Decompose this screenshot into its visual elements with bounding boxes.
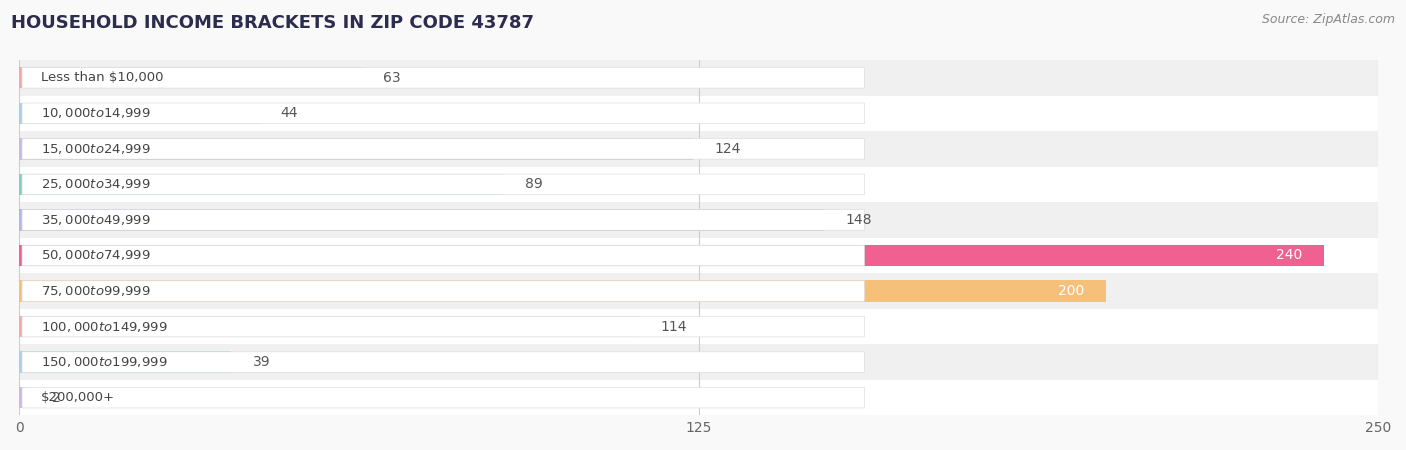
FancyBboxPatch shape xyxy=(22,281,865,302)
Text: 44: 44 xyxy=(280,106,298,120)
Text: 148: 148 xyxy=(845,213,872,227)
Text: 240: 240 xyxy=(1275,248,1302,262)
Bar xyxy=(20,245,1323,266)
Text: $25,000 to $34,999: $25,000 to $34,999 xyxy=(41,177,150,191)
Text: 63: 63 xyxy=(384,71,401,85)
FancyBboxPatch shape xyxy=(22,174,865,195)
Bar xyxy=(20,280,1107,302)
FancyBboxPatch shape xyxy=(22,245,865,266)
Bar xyxy=(20,273,1378,309)
Bar xyxy=(20,344,1378,380)
FancyBboxPatch shape xyxy=(22,68,865,88)
Text: 39: 39 xyxy=(253,355,271,369)
Bar xyxy=(20,166,1378,202)
Bar xyxy=(20,309,1378,344)
Bar xyxy=(20,351,232,373)
Bar xyxy=(20,67,361,89)
Bar xyxy=(20,60,1378,95)
Text: $150,000 to $199,999: $150,000 to $199,999 xyxy=(41,355,167,369)
Text: 200: 200 xyxy=(1059,284,1084,298)
Text: HOUSEHOLD INCOME BRACKETS IN ZIP CODE 43787: HOUSEHOLD INCOME BRACKETS IN ZIP CODE 43… xyxy=(11,14,534,32)
Text: Source: ZipAtlas.com: Source: ZipAtlas.com xyxy=(1261,14,1395,27)
Text: $35,000 to $49,999: $35,000 to $49,999 xyxy=(41,213,150,227)
Text: $10,000 to $14,999: $10,000 to $14,999 xyxy=(41,106,150,120)
Bar xyxy=(20,103,259,124)
Text: $200,000+: $200,000+ xyxy=(41,391,115,404)
Text: 2: 2 xyxy=(52,391,60,405)
Text: 124: 124 xyxy=(714,142,741,156)
Bar xyxy=(20,131,1378,166)
Text: $50,000 to $74,999: $50,000 to $74,999 xyxy=(41,248,150,262)
Bar xyxy=(20,174,503,195)
FancyBboxPatch shape xyxy=(22,316,865,337)
Bar xyxy=(20,202,1378,238)
Text: 89: 89 xyxy=(524,177,543,191)
Bar xyxy=(20,209,824,230)
FancyBboxPatch shape xyxy=(22,139,865,159)
Bar xyxy=(20,138,693,159)
Bar xyxy=(20,95,1378,131)
Bar xyxy=(20,380,1378,415)
Text: Less than $10,000: Less than $10,000 xyxy=(41,71,163,84)
FancyBboxPatch shape xyxy=(22,210,865,230)
Bar xyxy=(20,238,1378,273)
Text: $100,000 to $149,999: $100,000 to $149,999 xyxy=(41,320,167,333)
FancyBboxPatch shape xyxy=(22,103,865,124)
FancyBboxPatch shape xyxy=(22,387,865,408)
FancyBboxPatch shape xyxy=(22,352,865,373)
Bar xyxy=(20,316,638,337)
Text: 114: 114 xyxy=(661,320,688,333)
Bar xyxy=(20,387,31,408)
Text: $15,000 to $24,999: $15,000 to $24,999 xyxy=(41,142,150,156)
Text: $75,000 to $99,999: $75,000 to $99,999 xyxy=(41,284,150,298)
